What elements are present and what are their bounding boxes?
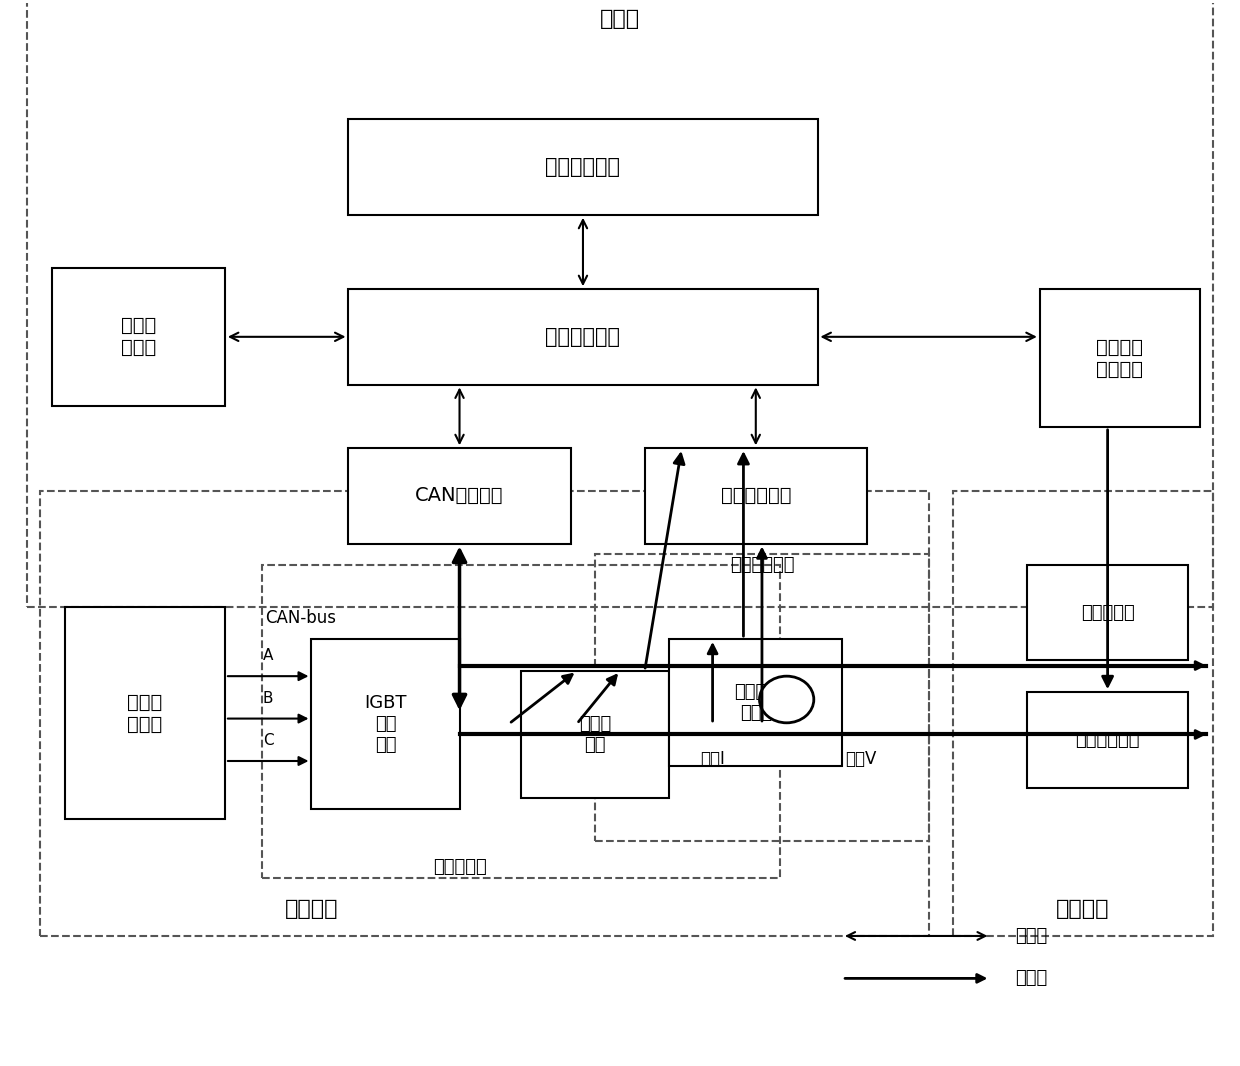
FancyBboxPatch shape: [1039, 289, 1200, 427]
FancyBboxPatch shape: [348, 289, 817, 385]
FancyBboxPatch shape: [348, 119, 817, 215]
Text: 中央控制单元: 中央控制单元: [546, 327, 620, 346]
Text: 能量流: 能量流: [1016, 969, 1048, 987]
FancyBboxPatch shape: [645, 448, 867, 544]
FancyBboxPatch shape: [348, 448, 570, 544]
Text: CAN-bus: CAN-bus: [265, 609, 336, 627]
FancyBboxPatch shape: [52, 268, 224, 406]
Text: 信息流: 信息流: [1016, 927, 1048, 944]
Text: 程控负载
接口单元: 程控负载 接口单元: [1096, 338, 1143, 378]
FancyBboxPatch shape: [64, 608, 224, 820]
Circle shape: [759, 676, 813, 723]
Text: 动力电
池模型: 动力电 池模型: [122, 317, 156, 357]
Text: 工控机: 工控机: [600, 9, 640, 29]
Text: 程控电子负载: 程控电子负载: [1075, 731, 1140, 748]
Text: 人机交互界面: 人机交互界面: [546, 157, 620, 177]
Text: 测量检定模块: 测量检定模块: [729, 555, 794, 574]
Text: A: A: [263, 648, 273, 663]
Text: 直流电
能表: 直流电 能表: [579, 715, 611, 754]
FancyBboxPatch shape: [670, 639, 842, 766]
Text: CAN通信接口: CAN通信接口: [415, 486, 503, 505]
Text: 电流I: 电流I: [701, 750, 725, 769]
FancyBboxPatch shape: [1028, 565, 1188, 660]
Text: 三相交
流电源: 三相交 流电源: [128, 693, 162, 733]
Text: 充电模块: 充电模块: [285, 900, 339, 920]
Text: IGBT
整流
模块: IGBT 整流 模块: [365, 694, 407, 754]
FancyBboxPatch shape: [311, 639, 460, 809]
Text: 直流充电机: 直流充电机: [433, 858, 486, 876]
Text: C: C: [263, 733, 274, 748]
Text: 电压V: 电压V: [844, 750, 877, 769]
Text: B: B: [263, 691, 274, 706]
FancyBboxPatch shape: [521, 671, 670, 798]
Text: 负载模块: 负载模块: [1056, 900, 1110, 920]
FancyBboxPatch shape: [1028, 692, 1188, 788]
Text: 标准直流
电能表: 标准直流 电能表: [734, 683, 777, 722]
Text: 动力电池组: 动力电池组: [1081, 603, 1135, 621]
Text: 数据采集单元: 数据采集单元: [720, 486, 791, 505]
